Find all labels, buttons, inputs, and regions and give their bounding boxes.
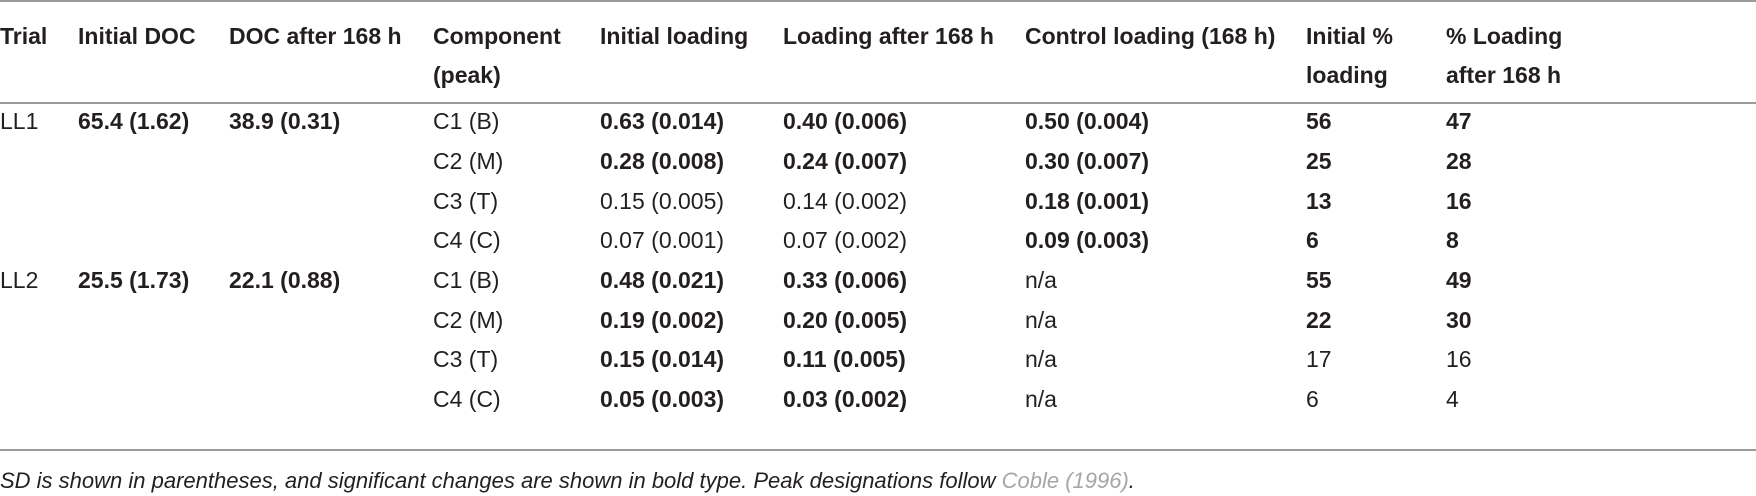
table-footnote: SD is shown in parentheses, and signific… <box>0 468 1135 494</box>
cell-initial-loading: 0.15 (0.014) <box>600 346 725 372</box>
column-header-line: after 168 h <box>1446 62 1562 88</box>
column-header-line: (peak) <box>433 62 501 88</box>
cell-component-peak: C4 (C) <box>433 227 501 253</box>
column-header-trial: Trial <box>0 17 47 56</box>
footnote-end: . <box>1128 468 1135 493</box>
column-header-initial-doc: Initial DOC <box>78 17 196 56</box>
column-header-line: Initial loading <box>600 23 749 49</box>
cell-control-loading-168h: n/a <box>1025 267 1057 293</box>
column-header-line: Component <box>433 23 561 49</box>
cell-component-peak: C2 (M) <box>433 307 504 333</box>
cell-loading-after-168h: 0.20 (0.005) <box>783 307 908 333</box>
cell-initial-loading: 0.05 (0.003) <box>600 386 725 412</box>
column-header-initial-pct-loading: Initial % loading <box>1306 17 1393 95</box>
column-header-loading-after-168h: Loading after 168 h <box>783 17 994 56</box>
cell-control-loading-168h: 0.50 (0.004) <box>1025 108 1150 134</box>
cell-initial-pct-loading: 17 <box>1306 346 1332 372</box>
column-header-line: Control loading (168 h) <box>1025 23 1276 49</box>
cell-doc-after-168h: 22.1 (0.88) <box>229 267 341 293</box>
cell-component-peak: C1 (B) <box>433 108 500 134</box>
cell-pct-loading-after-168h: 49 <box>1446 267 1472 293</box>
cell-loading-after-168h: 0.14 (0.002) <box>783 188 908 214</box>
column-header-component-peak: Component (peak) <box>433 17 561 95</box>
cell-loading-after-168h: 0.40 (0.006) <box>783 108 908 134</box>
cell-initial-pct-loading: 6 <box>1306 227 1319 253</box>
cell-control-loading-168h: n/a <box>1025 307 1057 333</box>
cell-component-peak: C4 (C) <box>433 386 501 412</box>
cell-control-loading-168h: 0.30 (0.007) <box>1025 148 1150 174</box>
cell-initial-doc: 25.5 (1.73) <box>78 267 190 293</box>
cell-pct-loading-after-168h: 16 <box>1446 188 1472 214</box>
column-header-line: DOC after 168 h <box>229 23 402 49</box>
footnote-text: SD is shown in parentheses, and signific… <box>0 468 1002 493</box>
column-header-doc-after-168h: DOC after 168 h <box>229 17 402 56</box>
cell-loading-after-168h: 0.24 (0.007) <box>783 148 908 174</box>
cell-component-peak: C3 (T) <box>433 188 499 214</box>
cell-pct-loading-after-168h: 30 <box>1446 307 1472 333</box>
column-header-control-loading-168h: Control loading (168 h) <box>1025 17 1275 56</box>
cell-pct-loading-after-168h: 8 <box>1446 227 1459 253</box>
cell-loading-after-168h: 0.33 (0.006) <box>783 267 908 293</box>
cell-pct-loading-after-168h: 16 <box>1446 346 1472 372</box>
cell-initial-pct-loading: 6 <box>1306 386 1319 412</box>
cell-control-loading-168h: 0.09 (0.003) <box>1025 227 1150 253</box>
cell-initial-loading: 0.07 (0.001) <box>600 227 725 253</box>
cell-loading-after-168h: 0.03 (0.002) <box>783 386 908 412</box>
cell-loading-after-168h: 0.07 (0.002) <box>783 227 908 253</box>
cell-pct-loading-after-168h: 4 <box>1446 386 1459 412</box>
cell-pct-loading-after-168h: 28 <box>1446 148 1472 174</box>
cell-initial-pct-loading: 55 <box>1306 267 1332 293</box>
cell-control-loading-168h: n/a <box>1025 386 1057 412</box>
cell-control-loading-168h: n/a <box>1025 346 1057 372</box>
cell-component-peak: C1 (B) <box>433 267 500 293</box>
column-header-initial-loading: Initial loading <box>600 17 748 56</box>
cell-initial-loading: 0.19 (0.002) <box>600 307 725 333</box>
column-header-line: Trial <box>0 23 48 49</box>
cell-initial-pct-loading: 13 <box>1306 188 1332 214</box>
cell-initial-pct-loading: 56 <box>1306 108 1332 134</box>
cell-initial-loading: 0.28 (0.008) <box>600 148 725 174</box>
cell-initial-loading: 0.48 (0.021) <box>600 267 725 293</box>
column-header-line: Loading after 168 h <box>783 23 994 49</box>
cell-trial: LL2 <box>0 267 39 293</box>
column-header-pct-loading-after-168h: % Loading after 168 h <box>1446 17 1562 95</box>
cell-doc-after-168h: 38.9 (0.31) <box>229 108 341 134</box>
footnote-citation-link[interactable]: Coble (1996) <box>1001 468 1129 493</box>
table-top-rule <box>0 0 1756 2</box>
column-header-line: loading <box>1306 62 1388 88</box>
cell-initial-pct-loading: 25 <box>1306 148 1332 174</box>
cell-initial-doc: 65.4 (1.62) <box>78 108 190 134</box>
cell-initial-loading: 0.63 (0.014) <box>600 108 725 134</box>
cell-control-loading-168h: 0.18 (0.001) <box>1025 188 1150 214</box>
table-header-rule <box>0 102 1756 104</box>
cell-component-peak: C3 (T) <box>433 346 499 372</box>
cell-initial-loading: 0.15 (0.005) <box>600 188 725 214</box>
column-header-line: Initial DOC <box>78 23 196 49</box>
cell-trial: LL1 <box>0 108 39 134</box>
column-header-line: Initial % <box>1306 23 1393 49</box>
cell-loading-after-168h: 0.11 (0.005) <box>783 346 906 372</box>
table-bottom-rule <box>0 449 1756 451</box>
cell-component-peak: C2 (M) <box>433 148 504 174</box>
cell-pct-loading-after-168h: 47 <box>1446 108 1472 134</box>
cell-initial-pct-loading: 22 <box>1306 307 1332 333</box>
column-header-line: % Loading <box>1446 23 1563 49</box>
